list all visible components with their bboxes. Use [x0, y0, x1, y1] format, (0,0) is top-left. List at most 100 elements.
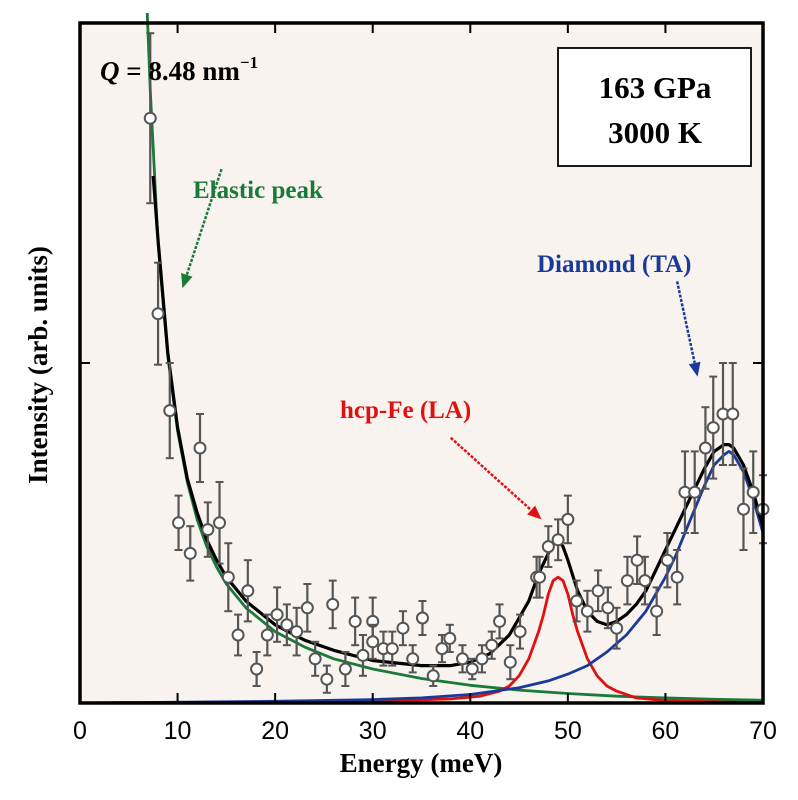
annotation-arrow-head: [688, 361, 701, 377]
data-marker: [493, 614, 507, 628]
q-symbol: Q: [100, 56, 120, 86]
data-marker: [660, 553, 674, 567]
data-point: [231, 613, 245, 657]
data-point: [415, 600, 429, 636]
data-marker: [465, 662, 479, 676]
data-marker: [415, 611, 429, 625]
q-label: Q = 8.48 nm−1: [100, 53, 258, 86]
data-marker: [308, 652, 322, 666]
data-marker: [426, 669, 440, 683]
data-point: [688, 450, 702, 534]
data-marker: [338, 662, 352, 676]
data-point: [465, 657, 479, 681]
data-marker: [385, 642, 399, 656]
data-marker: [300, 601, 314, 615]
data-marker: [475, 652, 489, 666]
annotation-diamond: Diamond (TA): [537, 251, 691, 278]
data-points: [143, 32, 770, 694]
data-marker: [736, 502, 750, 516]
x-tick-label: 70: [749, 717, 777, 745]
data-point: [570, 579, 584, 623]
data-marker: [455, 652, 469, 666]
data-point: [746, 450, 760, 534]
data-point: [348, 596, 362, 647]
data-marker: [320, 672, 334, 686]
data-marker: [620, 574, 634, 588]
data-marker: [485, 638, 499, 652]
annotation-elastic-peak: Elastic peak: [193, 177, 323, 204]
data-point: [183, 525, 197, 582]
data-marker: [650, 604, 664, 618]
axis-ticks: [80, 23, 763, 703]
data-point: [551, 518, 565, 562]
data-marker: [213, 516, 227, 530]
data-marker: [356, 648, 370, 662]
data-marker: [503, 655, 517, 669]
data-point: [241, 559, 255, 623]
data-point: [503, 644, 517, 681]
data-point: [163, 362, 177, 460]
data-point: [280, 603, 294, 647]
data-point: [620, 555, 634, 606]
annotation-arrow-shaft: [185, 168, 223, 276]
annotation-arrow-shaft: [449, 436, 532, 511]
data-marker: [551, 533, 565, 547]
data-point: [561, 494, 575, 545]
x-tick-label: 60: [652, 717, 680, 745]
data-point: [193, 413, 207, 483]
pressure-label: 163 GPa: [599, 70, 712, 105]
data-point: [213, 481, 227, 565]
data-marker: [435, 642, 449, 656]
data-point: [320, 664, 334, 694]
data-point: [172, 494, 186, 551]
data-point: [485, 630, 499, 660]
annotation-arrow-head: [527, 505, 542, 520]
y-axis-title: Intensity (arb. units): [23, 246, 53, 484]
x-axis-title: Energy (meV): [340, 748, 503, 778]
data-marker: [241, 584, 255, 598]
data-marker: [366, 635, 380, 649]
x-tick-label: 10: [164, 717, 192, 745]
data-marker: [201, 523, 215, 537]
data-point: [541, 525, 555, 568]
data-point: [698, 406, 712, 490]
data-point: [638, 555, 652, 606]
data-marker: [143, 111, 157, 125]
data-point: [580, 589, 594, 633]
data-marker: [221, 570, 235, 584]
data-marker: [348, 614, 362, 628]
data-marker: [290, 625, 304, 639]
data-marker: [172, 516, 186, 530]
data-marker: [183, 546, 197, 560]
data-marker: [280, 618, 294, 632]
data-marker: [610, 621, 624, 635]
x-tick-label: 20: [261, 717, 289, 745]
data-marker: [396, 621, 410, 635]
data-point: [660, 532, 674, 589]
conditions-box: [557, 47, 752, 167]
data-marker: [591, 584, 605, 598]
data-marker: [260, 628, 274, 642]
data-marker: [638, 574, 652, 588]
data-point: [706, 375, 720, 480]
data-point: [201, 501, 215, 558]
data-point: [426, 664, 440, 687]
data-point: [290, 606, 304, 657]
data-point: [356, 634, 370, 677]
data-point: [250, 651, 264, 687]
data-marker: [151, 307, 165, 321]
x-tick-labels: 0 10 20 30 40 50 60 70: [73, 717, 777, 745]
annotation-arrow-head: [181, 273, 193, 289]
data-marker: [541, 540, 555, 554]
data-point: [533, 555, 547, 599]
data-marker: [580, 604, 594, 618]
data-point: [650, 586, 664, 636]
data-point: [736, 467, 750, 551]
data-point: [670, 549, 684, 606]
data-marker: [326, 597, 340, 611]
data-marker: [406, 652, 420, 666]
data-point: [143, 32, 157, 205]
data-point: [396, 610, 410, 647]
data-point: [475, 644, 489, 674]
